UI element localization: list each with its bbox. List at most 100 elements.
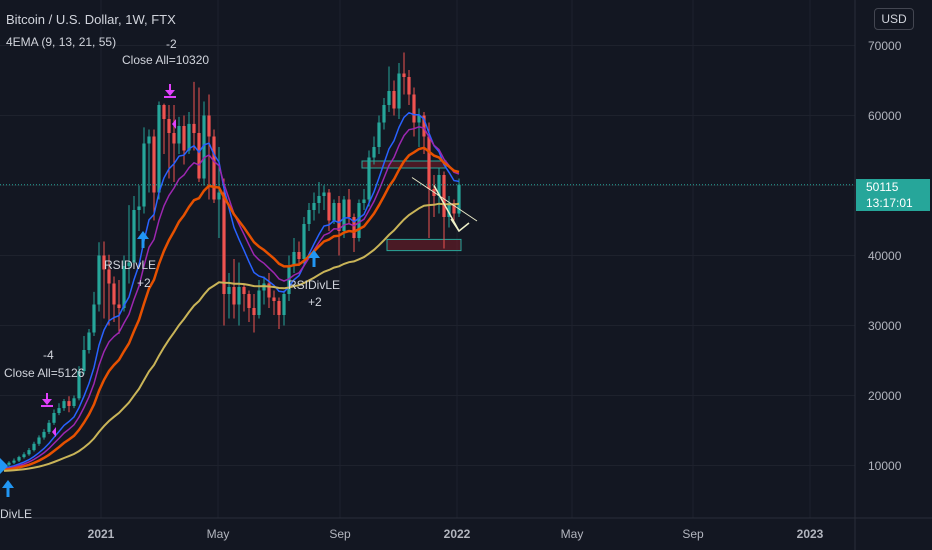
candle (277, 297, 281, 329)
candle (167, 105, 171, 179)
candle (117, 280, 121, 334)
trend-line (411, 177, 478, 222)
x-tick-label: Sep (682, 527, 704, 541)
candle (452, 199, 456, 221)
indicator-legend[interactable]: 4EMA (9, 13, 21, 55) (6, 35, 117, 49)
candle (322, 185, 326, 210)
last-price-label: 50115 (856, 179, 930, 195)
support-resistance-zone (386, 238, 462, 252)
x-tick-label: Sep (329, 527, 351, 541)
candle (67, 396, 71, 413)
candle (182, 115, 186, 165)
ema-21-line (3, 146, 460, 472)
candle (122, 255, 126, 312)
candle (7, 461, 11, 467)
close-all-marker-2 (41, 393, 53, 407)
candle (407, 70, 411, 105)
candle (187, 112, 191, 154)
candle (152, 129, 156, 221)
candle (357, 199, 361, 242)
rsidivle-entry-arrow-1 (137, 231, 149, 248)
candle (312, 192, 316, 221)
candle (142, 127, 146, 214)
candle (307, 203, 311, 231)
x-tick-label: 2021 (87, 527, 115, 541)
candle (342, 196, 346, 238)
rsidivle-qty-2: +2 (308, 295, 322, 309)
candle (382, 98, 386, 130)
candle (197, 87, 201, 182)
rsidivle-label-2: RSIDivLE (288, 278, 341, 292)
candle (302, 217, 306, 266)
candle (112, 276, 116, 322)
candle (392, 80, 396, 116)
candle (57, 403, 61, 416)
candle (202, 101, 206, 186)
candle (37, 435, 41, 446)
candle (212, 129, 216, 203)
candle (27, 448, 31, 456)
candle (267, 273, 271, 308)
ema-9-line (3, 111, 460, 469)
candle (162, 103, 166, 154)
currency-button[interactable]: USD (874, 8, 914, 30)
candle (62, 399, 66, 411)
candle (192, 81, 196, 151)
exit-flag-marker (172, 119, 176, 129)
candle (72, 395, 76, 409)
x-tick-label: 2022 (443, 527, 471, 541)
symbol-title[interactable]: Bitcoin / U.S. Dollar, 1W, FTX (6, 12, 176, 27)
close-all-label-1: Close All=10320 (122, 53, 210, 67)
candle (147, 129, 151, 193)
rsidivle-entry-arrow-0 (2, 480, 14, 497)
close-all-qty-1: -2 (166, 37, 177, 51)
candle (32, 441, 36, 452)
candle (227, 273, 231, 319)
candle (42, 429, 46, 440)
candle (362, 189, 366, 210)
candle (77, 366, 81, 401)
candle (47, 420, 51, 434)
candle (12, 458, 16, 465)
candle (402, 52, 406, 95)
candle (87, 329, 91, 354)
y-tick-label: 60000 (868, 108, 902, 123)
candle (272, 290, 276, 315)
x-tick-label: May (560, 527, 584, 541)
bar-countdown-label: 13:17:01 (856, 195, 930, 211)
rsidivle-entry-arrow-2 (308, 250, 320, 267)
candle (232, 259, 236, 319)
y-tick-label: 70000 (868, 38, 902, 53)
candle (427, 122, 431, 238)
y-tick-label: 30000 (868, 318, 902, 333)
candle (132, 196, 136, 266)
candle (252, 294, 256, 333)
candle (372, 136, 376, 165)
x-tick-label: May (206, 527, 230, 541)
x-tick-label: 2023 (796, 527, 824, 541)
candle (367, 150, 371, 207)
candle (337, 196, 341, 256)
ema-55-line (3, 202, 460, 472)
candle (222, 178, 226, 326)
candle (242, 283, 246, 312)
candle (97, 242, 101, 312)
projection-arrow-head (450, 218, 470, 233)
candle (22, 452, 26, 459)
candle (172, 105, 176, 182)
candle (292, 238, 296, 273)
rsidivle-qty-1: +2 (137, 276, 151, 290)
candle (437, 168, 441, 214)
candle (387, 66, 391, 112)
candle (397, 63, 401, 119)
candle (297, 241, 301, 266)
close-all-label-2: Close All=5126 (4, 366, 85, 380)
y-tick-label: 40000 (868, 248, 902, 263)
candle (282, 290, 286, 326)
candle (237, 262, 241, 326)
candle (247, 290, 251, 322)
close-all-qty-2: -4 (43, 348, 54, 362)
exit-flag-marker (52, 427, 56, 437)
